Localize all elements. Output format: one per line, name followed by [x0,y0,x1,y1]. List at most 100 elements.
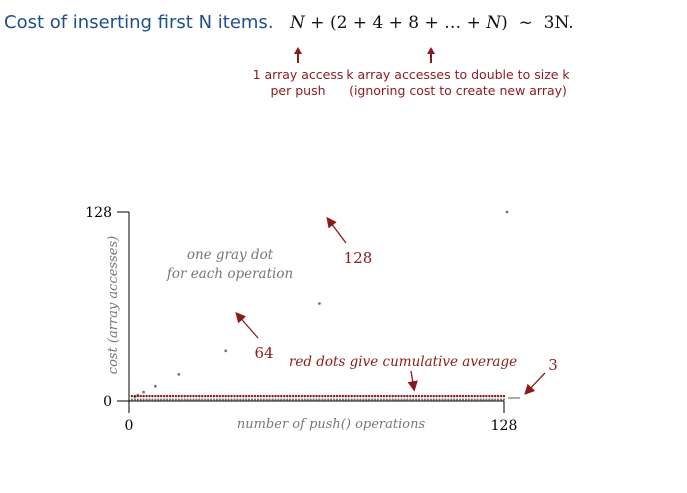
slide-title: Cost of inserting first N items. [4,12,274,33]
x-tick-label-0: 0 [125,418,134,434]
gray-dot [248,398,251,401]
gray-dot [388,398,391,401]
gray-dot [494,398,497,401]
formula-plus: + [310,13,325,33]
gray-dot [198,398,201,401]
red-dot [130,394,134,398]
red-dot [397,394,400,398]
gray-dot [347,398,350,401]
gray-dot [195,398,198,401]
gray-dot [502,398,506,401]
annotation-label-128: 128 [344,249,373,267]
gray-dot [224,398,227,401]
gray-dot-spike [177,373,181,376]
red-dot [218,394,221,398]
gray-dot [221,398,224,401]
red-dot [300,394,304,398]
gray-dot [456,398,459,401]
gray-dot [453,398,456,401]
red-dot [341,394,345,398]
gray-dot [148,398,151,401]
gray-dot [473,398,476,401]
red-dot [265,394,268,398]
gray-dot [139,398,142,401]
red-dot [447,394,450,398]
gray-dot [476,398,479,401]
gray-dot [497,398,500,401]
gray-dot [333,398,336,401]
gray-dot [204,398,207,401]
gray-dot [391,398,394,401]
red-dot [450,394,453,398]
red-dot [347,394,350,398]
red-dot [280,394,283,398]
red-dot [192,394,195,398]
red-dot [271,394,274,398]
gray-dot [256,398,259,401]
y-tick-label-128: 128 [85,205,112,221]
gray-dot [133,398,136,401]
gray-dot [488,398,491,401]
red-dot [365,394,368,398]
red-dot [165,394,169,398]
gray-dot [479,398,482,401]
gray-dot [485,398,488,401]
gray-dot [142,398,145,401]
gray-dot [450,398,453,401]
gray-dot [500,398,503,401]
gray-dot [289,398,292,401]
red-dot [391,394,394,398]
gray-dot [353,398,356,401]
gray-dot [341,398,344,401]
red-dot [136,394,139,398]
red-dot [195,394,198,398]
y-tick-label-0: 0 [103,394,112,410]
gray-dot [447,398,450,401]
red-dot [133,394,137,398]
red-dot [318,394,321,398]
gray-dot-spike [318,302,321,305]
gray-dot [315,398,318,401]
gray-dot [294,398,298,401]
gray-dot [438,398,441,401]
red-dot [174,394,178,398]
red-dot [327,394,330,398]
gray-dot [271,398,274,401]
red-dot [362,394,365,398]
red-dot [444,394,447,398]
red-dot [441,394,444,398]
gray-dot [412,398,415,401]
red-dot [502,394,506,398]
formula-sum-open: (2 + 4 + 8 + … + [329,13,487,33]
gray-dot [379,398,383,401]
red-dot [382,394,386,398]
red-dot [221,394,224,398]
gray-dot [356,398,359,401]
red-dot [151,394,154,398]
gray-dot [400,398,403,401]
gray-dot [218,398,221,401]
gray-dot [154,398,157,401]
red-dot [467,394,470,398]
red-dot [230,394,233,398]
red-dot [409,394,412,398]
red-dot [206,394,210,398]
gray-dot [330,398,333,401]
red-dot [168,394,172,398]
red-dot [473,394,476,398]
note-doubling-cost: k array accesses to double to size k (ig… [338,67,578,99]
red-dot [236,394,239,398]
note-array-access-line1: 1 array access [252,67,344,82]
red-dot [288,394,292,398]
red-dot [309,394,312,398]
gray-dot [482,398,485,401]
red-dot [371,394,374,398]
gray-dot [183,398,186,401]
red-dot [499,394,503,398]
gray-dot-spike [154,384,157,388]
red-dot [247,394,251,398]
red-dot [227,394,230,398]
annotation-gray-line1: one gray dot [187,247,274,263]
gray-dot [297,398,300,401]
red-dot [488,394,491,398]
